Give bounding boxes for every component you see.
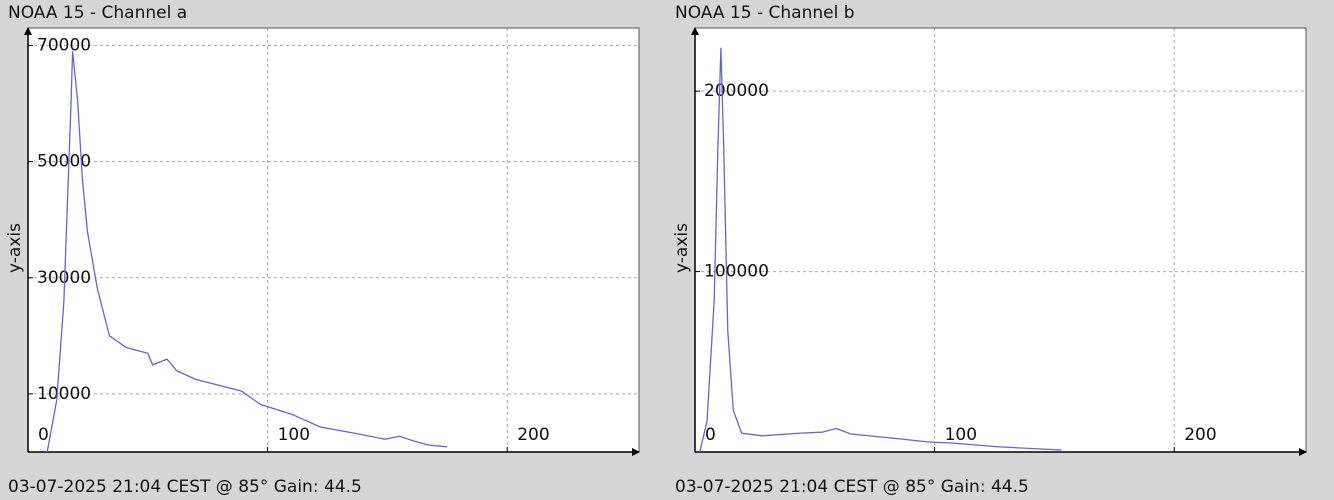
y-tick-label: 30000 (37, 268, 91, 288)
y-tick-label: 10000 (37, 384, 91, 404)
y-tick-label: 100000 (704, 262, 769, 282)
x-tick-label: 100 (278, 425, 310, 445)
plot-area (28, 28, 639, 452)
plot-area (695, 28, 1306, 452)
chart-title: NOAA 15 - Channel a (8, 3, 187, 23)
x-axis-arrow (1299, 448, 1307, 456)
y-tick-label: 200000 (704, 81, 769, 101)
chart-panel: NOAA 15 - Channel a 03-07-2025 21:04 CEST… (5, 3, 640, 497)
y-tick-label: 70000 (37, 35, 91, 55)
y-axis-arrow (24, 27, 32, 35)
x-axis-arrow (632, 448, 640, 456)
x-tick-label: 200 (517, 425, 549, 445)
y-axis-label: y-axis (5, 223, 25, 273)
data-line (46, 51, 448, 453)
footer: 03-07-2025 21:04 CEST @ 85° Gain: 44.5 (8, 477, 362, 497)
footer: 03-07-2025 21:04 CEST @ 85° Gain: 44.5 (675, 477, 1029, 497)
y-axis-label: y-axis (672, 223, 692, 273)
x-tick-label: 0 (38, 425, 49, 445)
x-tick-label: 100 (945, 425, 977, 445)
chart-panel: NOAA 15 - Channel b 03-07-2025 21:04 CEST… (672, 3, 1307, 497)
chart-title: NOAA 15 - Channel b (675, 3, 855, 23)
data-line (699, 47, 1062, 453)
x-tick-label: 200 (1184, 425, 1216, 445)
y-axis-arrow (691, 27, 699, 35)
x-tick-label: 0 (705, 425, 716, 445)
y-tick-label: 50000 (37, 152, 91, 172)
